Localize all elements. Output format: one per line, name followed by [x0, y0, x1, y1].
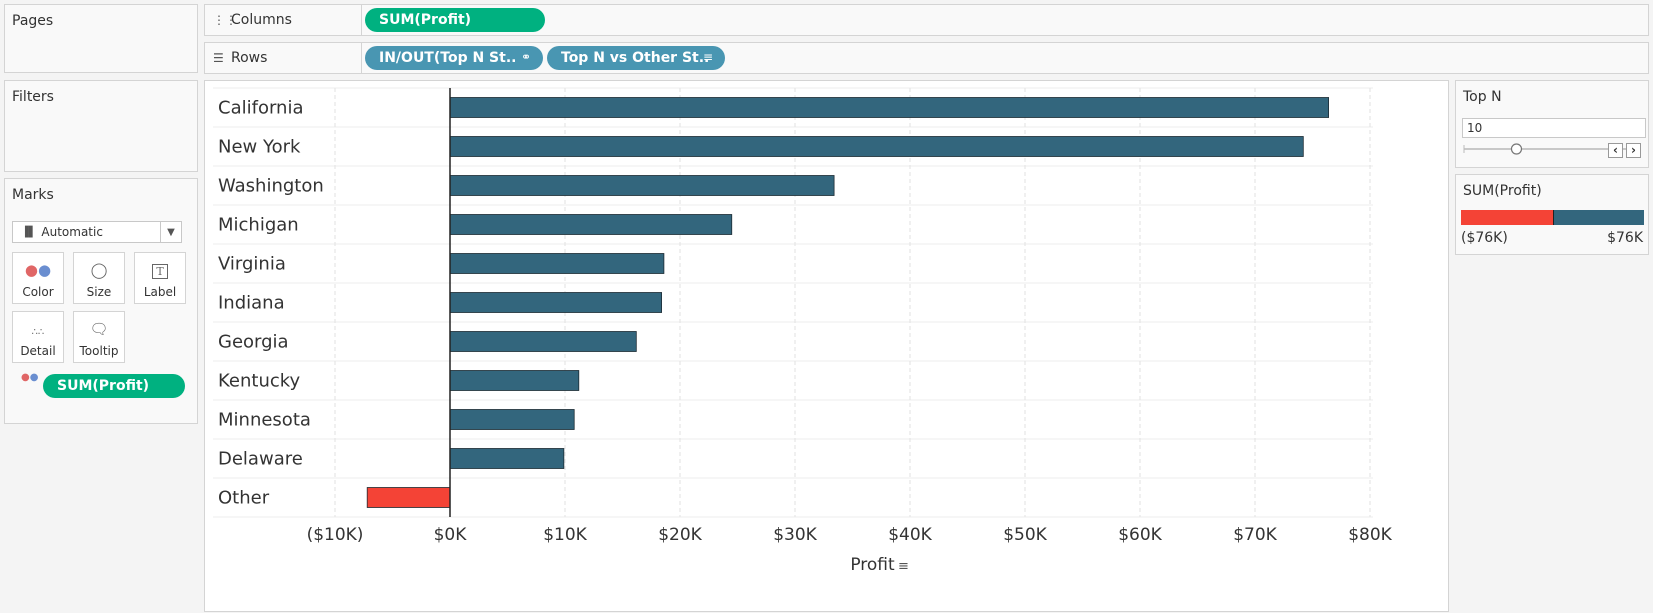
chevron-right-icon[interactable]: ›	[1626, 143, 1641, 158]
color-pill-sum-profit[interactable]: SUM(Profit)	[43, 374, 185, 398]
x-tick-label: $70K	[1233, 525, 1277, 545]
bar-washington[interactable]	[449, 175, 835, 196]
category-label: Washington	[218, 176, 324, 197]
detail-button[interactable]: ∴∴ Detail	[12, 311, 64, 363]
bar-new-york[interactable]	[449, 136, 1304, 157]
bar-other[interactable]	[366, 487, 451, 508]
size-button[interactable]: ◯ Size	[73, 252, 125, 304]
label-icon: T	[152, 264, 168, 279]
rows-pill-in-out[interactable]: IN/OUT(Top N St.. ⚭	[365, 46, 543, 70]
category-label: Delaware	[218, 449, 303, 470]
chevron-down-icon[interactable]: ▼	[160, 222, 181, 242]
x-tick-label: $10K	[543, 525, 587, 545]
color-button-label: Color	[22, 285, 54, 299]
size-icon: ◯	[90, 261, 108, 279]
color-legend-ramp[interactable]	[1461, 210, 1644, 225]
x-tick-label: $80K	[1348, 525, 1392, 545]
tooltip-button-label: Tooltip	[79, 344, 119, 358]
category-label: New York	[218, 137, 301, 158]
marks-card: Marks ▐▌ Automatic ▼ ●● Color ◯ Size T L…	[4, 178, 198, 424]
marks-title: Marks	[12, 187, 54, 203]
detail-icon: ∴∴	[31, 327, 45, 338]
color-legend-card: SUM(Profit) ($76K) $76K	[1455, 174, 1649, 255]
pages-title: Pages	[12, 13, 54, 29]
chart-area[interactable]: California New York Washington Michigan Virg…	[204, 80, 1449, 612]
x-tick-label: $30K	[773, 525, 817, 545]
sort-icon: ≡	[702, 50, 713, 64]
top-n-input[interactable]: 10	[1462, 118, 1646, 138]
color-legend-positive	[1553, 210, 1644, 225]
chevron-left-icon[interactable]: ‹	[1608, 143, 1623, 158]
filters-title: Filters	[12, 89, 54, 105]
color-pill-label: SUM(Profit)	[57, 378, 150, 394]
rows-icon: ☰	[213, 51, 224, 65]
x-tick-label: $50K	[1003, 525, 1047, 545]
bar-kentucky[interactable]	[449, 370, 580, 391]
color-button[interactable]: ●● Color	[12, 252, 64, 304]
category-label: Minnesota	[218, 410, 311, 431]
slider-handle[interactable]	[1510, 143, 1523, 155]
size-button-label: Size	[86, 285, 112, 299]
mark-type-dropdown[interactable]: ▐▌ Automatic ▼	[12, 221, 182, 243]
bar-virginia[interactable]	[449, 253, 665, 274]
x-tick-label: $60K	[1118, 525, 1162, 545]
category-label: Georgia	[218, 332, 289, 353]
bar-chart-icon: ▐▌	[21, 226, 37, 238]
filters-card[interactable]: Filters	[4, 80, 198, 172]
top-n-title: Top N	[1463, 89, 1502, 105]
columns-shelf-label: ⋮⋮ Columns	[205, 5, 362, 35]
profit-bar-chart[interactable]: California New York Washington Michigan Virg…	[205, 81, 1450, 613]
bar-indiana[interactable]	[449, 292, 663, 313]
color-palette-icon: ●●	[24, 261, 52, 279]
bar-delaware[interactable]	[449, 448, 565, 469]
detail-button-label: Detail	[20, 344, 56, 358]
pages-card: Pages	[4, 4, 198, 73]
rows-label: Rows	[231, 50, 268, 66]
tooltip-icon: 🗨	[89, 320, 109, 338]
category-label: California	[218, 98, 303, 119]
bar-michigan[interactable]	[449, 214, 733, 235]
label-button-label: Label	[143, 285, 177, 299]
color-legend-min: ($76K)	[1461, 230, 1508, 246]
category-label: Indiana	[218, 293, 285, 314]
columns-label: Columns	[231, 12, 292, 28]
category-label: Kentucky	[218, 371, 301, 392]
category-label: Michigan	[218, 215, 299, 236]
color-legend-negative	[1461, 210, 1553, 225]
color-legend-center-mark	[1553, 210, 1554, 225]
x-tick-label: $0K	[434, 525, 468, 545]
rows-pill-top-n-label: Top N vs Other St..	[561, 50, 710, 66]
rows-shelf[interactable]: ☰ Rows IN/OUT(Top N St.. ⚭ Top N vs Othe…	[204, 42, 1649, 74]
color-palette-icon: ●●	[21, 372, 39, 383]
bar-georgia[interactable]	[449, 331, 637, 352]
columns-pill-label: SUM(Profit)	[379, 12, 472, 28]
x-tick-label: $40K	[888, 525, 932, 545]
top-n-slider[interactable]	[1462, 143, 1630, 155]
rows-pill-in-out-label: IN/OUT(Top N St..	[379, 50, 517, 66]
x-tick-label: $20K	[658, 525, 702, 545]
category-label: Virginia	[218, 254, 286, 275]
top-n-parameter-card: Top N 10 ‹ ›	[1455, 80, 1649, 168]
label-button[interactable]: T Label	[134, 252, 186, 304]
columns-icon: ⋮⋮	[213, 13, 237, 27]
color-legend-title: SUM(Profit)	[1463, 183, 1542, 199]
columns-shelf[interactable]: ⋮⋮ Columns SUM(Profit)	[204, 4, 1649, 36]
category-label: Other	[218, 488, 270, 509]
x-axis-title: Profit	[850, 555, 895, 575]
rows-shelf-label: ☰ Rows	[205, 43, 362, 73]
rows-pill-top-n-vs-other[interactable]: Top N vs Other St.. ≡	[547, 46, 725, 70]
columns-pill-sum-profit[interactable]: SUM(Profit)	[365, 8, 545, 32]
x-tick-label: ($10K)	[307, 525, 364, 545]
color-legend-max: $76K	[1607, 230, 1643, 246]
tooltip-button[interactable]: 🗨 Tooltip	[73, 311, 125, 363]
set-icon: ⚭	[520, 50, 531, 64]
mark-type-value: Automatic	[41, 225, 103, 239]
sort-icon: ≡	[898, 559, 909, 574]
bar-california[interactable]	[449, 97, 1329, 118]
bar-minnesota[interactable]	[449, 409, 575, 430]
